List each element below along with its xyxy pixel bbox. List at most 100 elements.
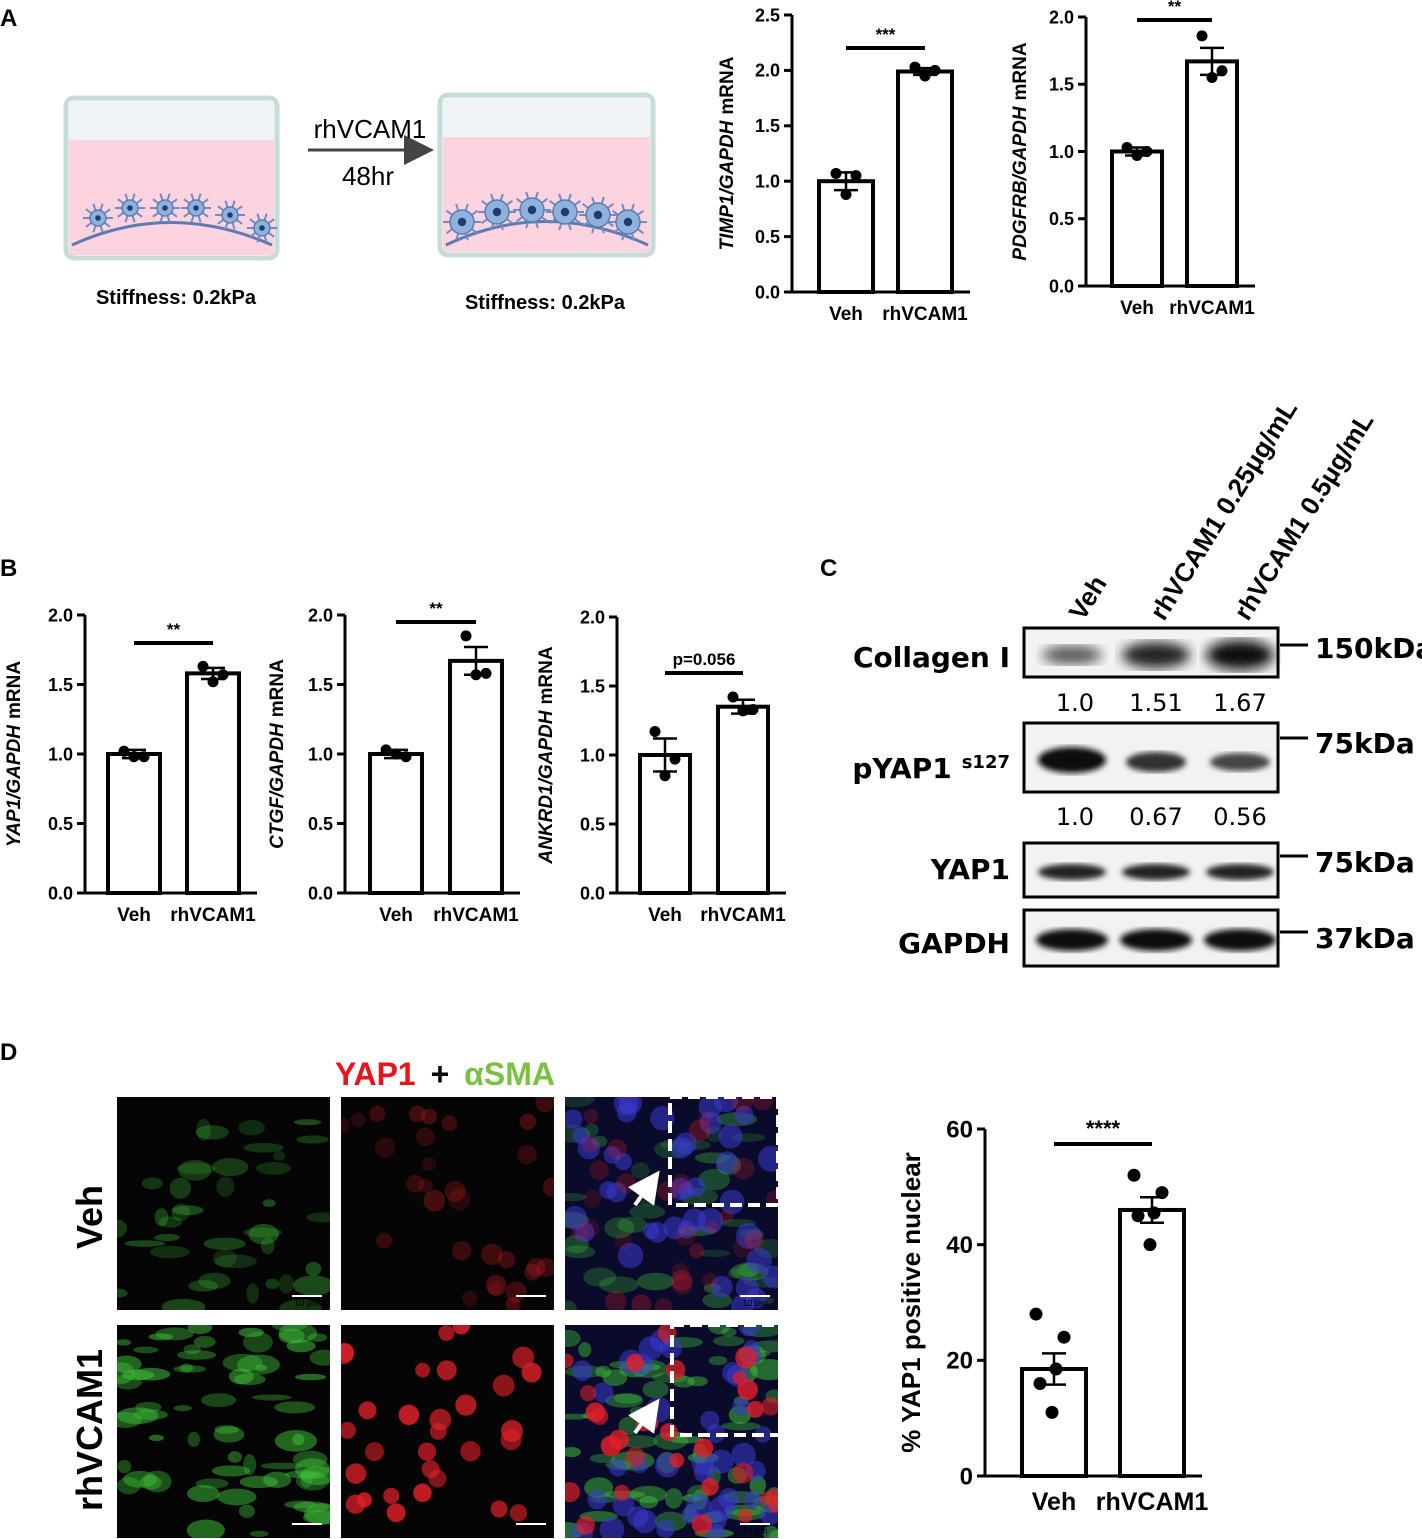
actin bbox=[292, 1450, 328, 1468]
row-label: YAP1 bbox=[930, 853, 1010, 886]
data-point bbox=[128, 751, 140, 763]
nucleus-dapi bbox=[743, 1491, 762, 1509]
bar bbox=[106, 752, 162, 895]
nucleus-dapi bbox=[599, 1517, 625, 1538]
yap1-signal bbox=[398, 1404, 420, 1426]
yap1-signal bbox=[543, 1177, 554, 1197]
yap1-signal bbox=[744, 1229, 765, 1250]
nucleus-dapi bbox=[732, 1397, 751, 1416]
bar bbox=[185, 671, 241, 895]
yap1-signal bbox=[626, 1353, 644, 1372]
data-point bbox=[840, 188, 852, 200]
actin bbox=[578, 1342, 592, 1358]
data-point bbox=[207, 676, 219, 688]
actin bbox=[293, 1119, 322, 1126]
actin bbox=[195, 1478, 229, 1489]
yap1-signal bbox=[702, 1273, 718, 1289]
actin bbox=[236, 1354, 280, 1375]
actin bbox=[176, 1350, 217, 1360]
stiffness-label: Stiffness: 0.2kPa bbox=[465, 292, 626, 314]
size-label: 150kDa bbox=[1315, 632, 1422, 665]
time: 48hr bbox=[342, 161, 394, 191]
x-tick-label: Veh bbox=[117, 905, 151, 926]
data-point bbox=[470, 669, 482, 681]
data-point bbox=[1141, 146, 1153, 157]
y-axis-label-part: ANKRD1/GAPDH bbox=[536, 709, 557, 864]
bar bbox=[1118, 1207, 1186, 1478]
yap1-signal bbox=[441, 1115, 458, 1131]
panel-label: B bbox=[0, 555, 17, 582]
yap1-signal bbox=[436, 1360, 457, 1381]
data-point bbox=[909, 61, 921, 73]
yap1-signal bbox=[505, 1296, 521, 1310]
title-part: YAP1 bbox=[335, 1056, 416, 1092]
actin bbox=[565, 1245, 596, 1259]
actin bbox=[763, 1525, 778, 1538]
actin bbox=[227, 1451, 243, 1463]
data-point bbox=[1147, 1206, 1161, 1220]
actin bbox=[148, 1434, 165, 1442]
gel bbox=[71, 221, 273, 247]
bar bbox=[1110, 149, 1164, 288]
row-label-text: Collagen I bbox=[853, 641, 1010, 674]
yap1-signal bbox=[509, 1504, 528, 1522]
actin bbox=[133, 1346, 159, 1354]
data-point bbox=[1216, 65, 1228, 77]
x-tick-label: Veh bbox=[379, 905, 413, 926]
actin bbox=[296, 1135, 329, 1144]
actin bbox=[595, 1365, 612, 1378]
yap1-signal bbox=[759, 1491, 774, 1506]
actin bbox=[631, 1162, 650, 1179]
yap1-signal bbox=[376, 1232, 393, 1249]
yap1-signal bbox=[737, 1508, 753, 1523]
actin bbox=[172, 1205, 204, 1216]
actin bbox=[699, 1249, 731, 1258]
nucleus-dapi bbox=[603, 1146, 621, 1164]
data-point bbox=[659, 770, 671, 782]
actin bbox=[727, 1268, 742, 1279]
data-point bbox=[1049, 1362, 1063, 1376]
yap1-signal bbox=[565, 1482, 580, 1503]
actin bbox=[178, 1159, 212, 1181]
nucleus-dapi bbox=[592, 1382, 614, 1403]
nucleus-dapi bbox=[587, 1489, 608, 1510]
yap1-signal bbox=[705, 1220, 720, 1235]
yap1-signal bbox=[485, 1275, 507, 1296]
y-tick-label: 0.0 bbox=[308, 883, 333, 903]
data-point bbox=[830, 167, 842, 179]
actin bbox=[217, 1488, 257, 1506]
size-label: 75kDa bbox=[1315, 727, 1415, 760]
actin bbox=[274, 1430, 318, 1452]
actin bbox=[117, 1288, 128, 1298]
actin bbox=[604, 1217, 635, 1239]
data-point bbox=[197, 660, 209, 672]
yap1-signal bbox=[719, 1209, 735, 1224]
quantification: 0.56 bbox=[1213, 803, 1266, 831]
actin bbox=[284, 1500, 316, 1509]
nucleus-dapi bbox=[718, 1124, 743, 1149]
actin bbox=[255, 1161, 292, 1175]
y-tick-label: 0.0 bbox=[48, 883, 73, 903]
yap1-signal bbox=[732, 1237, 754, 1258]
band bbox=[1206, 864, 1274, 880]
data-point bbox=[480, 667, 492, 679]
yap1-signal bbox=[616, 1173, 637, 1194]
data-point bbox=[1127, 1168, 1141, 1182]
yap1-signal bbox=[444, 1180, 466, 1202]
actin bbox=[216, 1176, 235, 1198]
data-point bbox=[1131, 1209, 1145, 1223]
yap1-signal bbox=[583, 1108, 599, 1124]
actin bbox=[300, 1466, 330, 1486]
size-label: 37kDa bbox=[1315, 922, 1415, 955]
actin bbox=[749, 1475, 766, 1496]
row-label-text: GAPDH bbox=[898, 927, 1010, 960]
yap1-signal bbox=[421, 1108, 438, 1125]
y-tick-label: 0.5 bbox=[308, 814, 333, 834]
actin bbox=[565, 1192, 587, 1202]
yap1-signal bbox=[675, 1224, 697, 1246]
actin bbox=[148, 1333, 174, 1341]
nucleus-dapi bbox=[642, 1222, 660, 1240]
actin bbox=[187, 1431, 201, 1447]
actin bbox=[252, 1394, 292, 1401]
y-tick-label: 1.0 bbox=[308, 744, 333, 764]
